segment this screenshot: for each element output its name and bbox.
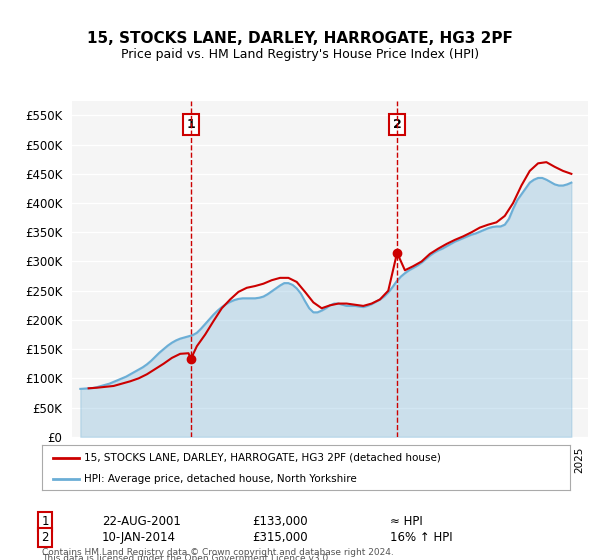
Text: 1: 1 <box>41 515 49 529</box>
Text: 2: 2 <box>41 531 49 544</box>
Text: 22-AUG-2001: 22-AUG-2001 <box>102 515 181 529</box>
Text: Contains HM Land Registry data © Crown copyright and database right 2024.: Contains HM Land Registry data © Crown c… <box>42 548 394 557</box>
Text: 15, STOCKS LANE, DARLEY, HARROGATE, HG3 2PF: 15, STOCKS LANE, DARLEY, HARROGATE, HG3 … <box>87 31 513 46</box>
Text: HPI: Average price, detached house, North Yorkshire: HPI: Average price, detached house, Nort… <box>84 474 357 484</box>
Text: 15, STOCKS LANE, DARLEY, HARROGATE, HG3 2PF (detached house): 15, STOCKS LANE, DARLEY, HARROGATE, HG3 … <box>84 452 441 463</box>
Text: 2: 2 <box>393 118 401 131</box>
Text: 10-JAN-2014: 10-JAN-2014 <box>102 531 176 544</box>
Text: £315,000: £315,000 <box>252 531 308 544</box>
Text: ≈ HPI: ≈ HPI <box>390 515 423 529</box>
Text: 16% ↑ HPI: 16% ↑ HPI <box>390 531 452 544</box>
Text: 1: 1 <box>187 118 195 131</box>
Text: This data is licensed under the Open Government Licence v3.0.: This data is licensed under the Open Gov… <box>42 554 331 560</box>
Text: £133,000: £133,000 <box>252 515 308 529</box>
Text: Price paid vs. HM Land Registry's House Price Index (HPI): Price paid vs. HM Land Registry's House … <box>121 48 479 60</box>
